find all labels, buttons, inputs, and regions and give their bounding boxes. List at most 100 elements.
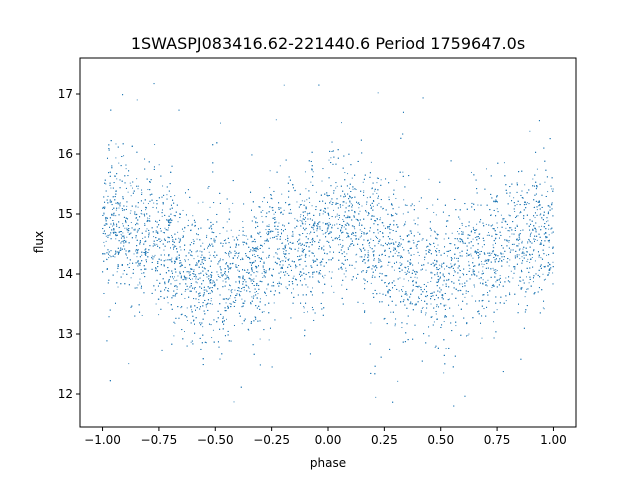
data-point — [122, 273, 124, 275]
data-point — [492, 267, 494, 269]
data-point — [552, 272, 554, 274]
data-point — [108, 257, 110, 259]
data-point — [505, 277, 507, 279]
data-point — [409, 241, 411, 243]
data-point — [164, 227, 166, 229]
data-point — [333, 291, 335, 293]
data-point — [238, 287, 240, 289]
data-point — [190, 254, 192, 256]
data-point — [178, 237, 180, 239]
data-point — [229, 297, 231, 299]
data-point — [486, 285, 488, 287]
data-point — [234, 289, 236, 291]
data-point — [268, 224, 270, 226]
data-point — [547, 191, 549, 193]
data-point — [524, 184, 526, 186]
data-point — [315, 191, 317, 193]
data-point — [313, 239, 315, 241]
data-point — [103, 212, 105, 214]
data-point — [141, 314, 143, 316]
data-point — [192, 215, 194, 217]
data-point — [205, 306, 207, 308]
data-point — [153, 236, 155, 238]
data-point — [130, 185, 132, 187]
data-point — [390, 228, 392, 230]
data-point — [470, 171, 472, 173]
data-point — [367, 215, 369, 216]
data-point — [148, 218, 150, 220]
data-point — [115, 143, 117, 145]
data-point — [136, 99, 138, 101]
data-point — [354, 238, 356, 240]
data-point — [323, 277, 325, 279]
data-point — [105, 240, 107, 242]
data-point — [122, 232, 124, 234]
data-point — [146, 228, 148, 230]
data-point — [483, 263, 485, 265]
data-point — [103, 241, 105, 243]
data-point — [373, 258, 375, 260]
data-point — [236, 294, 238, 296]
data-point — [307, 311, 309, 313]
data-point — [536, 209, 538, 211]
data-point — [228, 256, 230, 258]
data-point — [236, 237, 238, 239]
data-point — [191, 223, 193, 225]
data-point — [364, 256, 366, 258]
data-point — [266, 232, 268, 234]
data-point — [231, 292, 233, 294]
data-point — [519, 212, 521, 214]
data-point — [402, 213, 404, 215]
data-point — [366, 211, 368, 213]
data-point — [257, 293, 259, 295]
data-point — [283, 84, 285, 86]
data-point — [316, 258, 318, 260]
data-point — [359, 248, 361, 250]
data-point — [451, 232, 453, 234]
data-point — [310, 181, 312, 183]
data-point — [544, 181, 546, 183]
data-point — [248, 329, 250, 331]
data-point — [342, 218, 344, 220]
data-point — [211, 337, 213, 339]
data-point — [238, 255, 240, 257]
data-point — [326, 228, 328, 230]
data-point — [336, 237, 338, 239]
data-point — [395, 197, 397, 199]
data-point — [334, 238, 336, 240]
data-point — [479, 251, 481, 253]
data-point — [262, 201, 264, 203]
data-point — [254, 291, 256, 293]
data-point — [513, 197, 515, 199]
data-point — [255, 275, 257, 277]
data-point — [491, 252, 493, 254]
data-point — [345, 276, 347, 278]
data-point — [273, 213, 275, 215]
data-point — [191, 255, 193, 257]
data-point — [197, 202, 199, 204]
data-point — [526, 202, 528, 204]
data-point — [398, 290, 400, 292]
data-point — [372, 205, 374, 207]
data-point — [533, 250, 535, 252]
data-point — [545, 278, 547, 280]
data-point — [467, 334, 469, 336]
data-point — [505, 300, 507, 302]
data-point — [115, 215, 117, 217]
data-point — [493, 321, 495, 323]
data-point — [375, 235, 377, 237]
data-point — [295, 264, 297, 266]
data-point — [115, 232, 117, 234]
data-point — [125, 254, 127, 256]
data-point — [140, 212, 142, 214]
data-point — [351, 177, 353, 179]
data-point — [374, 190, 376, 192]
data-point — [399, 277, 401, 279]
data-point — [482, 266, 484, 268]
data-point — [241, 323, 243, 325]
data-point — [364, 283, 366, 285]
data-points — [102, 83, 554, 407]
data-point — [232, 202, 234, 204]
data-point — [286, 235, 288, 237]
data-point — [430, 235, 432, 237]
